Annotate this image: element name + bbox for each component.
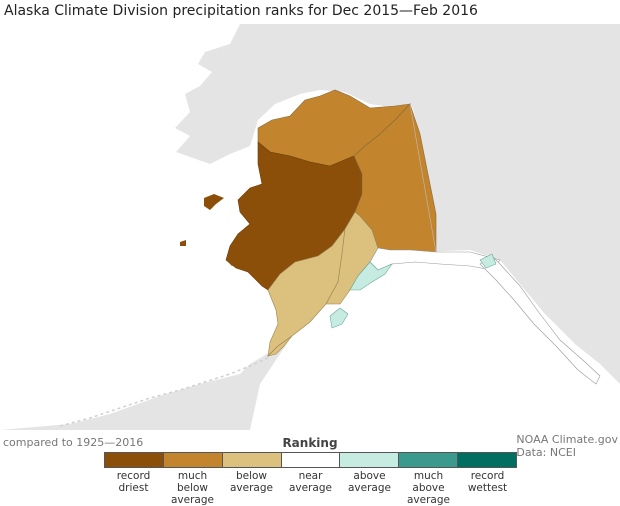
- legend-label-line1: record: [470, 470, 505, 482]
- legend-label-line2: average: [348, 482, 391, 494]
- legend-label: much above average: [399, 470, 458, 506]
- legend-label-line2: average: [289, 482, 332, 494]
- legend-title: Ranking: [282, 436, 338, 450]
- division-kodiak: [329, 307, 349, 329]
- legend-label: near average: [281, 470, 340, 506]
- legend: record driest much below average below averag…: [104, 452, 517, 506]
- legend-label: record wettest: [458, 470, 517, 506]
- alaska-map: [0, 24, 620, 430]
- nunivak-island: [226, 256, 240, 266]
- st-lawrence-island: [204, 194, 224, 210]
- legend-label-line2: average: [407, 494, 450, 506]
- division-kenai-coast: [349, 261, 393, 291]
- st-matthew-island: [180, 240, 186, 246]
- canada-border: [409, 103, 437, 253]
- legend-label-line1: near: [298, 470, 323, 482]
- legend-label-line1: below: [235, 470, 268, 482]
- legend-label-line2: wettest: [467, 482, 508, 494]
- legend-swatch: [457, 453, 517, 467]
- legend-swatch: [105, 453, 163, 467]
- legend-labels: record driest much below average below averag…: [104, 470, 517, 506]
- legend-swatch: [221, 453, 281, 467]
- legend-label-line2: average: [171, 494, 214, 506]
- legend-swatch: [280, 453, 340, 467]
- comparison-period-note: compared to 1925—2016: [3, 436, 144, 449]
- division-alaska-peninsula: [267, 335, 293, 357]
- legend-label-line1: much above: [412, 470, 445, 494]
- legend-label: below average: [222, 470, 281, 506]
- division-southeast: [479, 255, 601, 385]
- credit-data: Data: NCEI: [516, 446, 576, 459]
- legend-swatch: [339, 453, 399, 467]
- aleutian-islands: [59, 357, 269, 427]
- credit-source: NOAA Climate.gov: [516, 433, 618, 446]
- legend-label-line2: average: [230, 482, 273, 494]
- legend-label-line1: above: [353, 470, 386, 482]
- legend-label-line1: record: [116, 470, 151, 482]
- legend-swatch: [398, 453, 458, 467]
- legend-swatch: [162, 453, 222, 467]
- legend-label-line1: much below: [176, 470, 209, 494]
- legend-label: much below average: [163, 470, 222, 506]
- division-southeast-north: [479, 253, 497, 269]
- credit: NOAA Climate.gov Data: NCEI: [516, 433, 618, 459]
- legend-color-bar: [104, 452, 517, 468]
- legend-label: above average: [340, 470, 399, 506]
- legend-label: record driest: [104, 470, 163, 506]
- map-title: Alaska Climate Division precipitation ra…: [4, 3, 478, 19]
- legend-label-line2: driest: [118, 482, 149, 494]
